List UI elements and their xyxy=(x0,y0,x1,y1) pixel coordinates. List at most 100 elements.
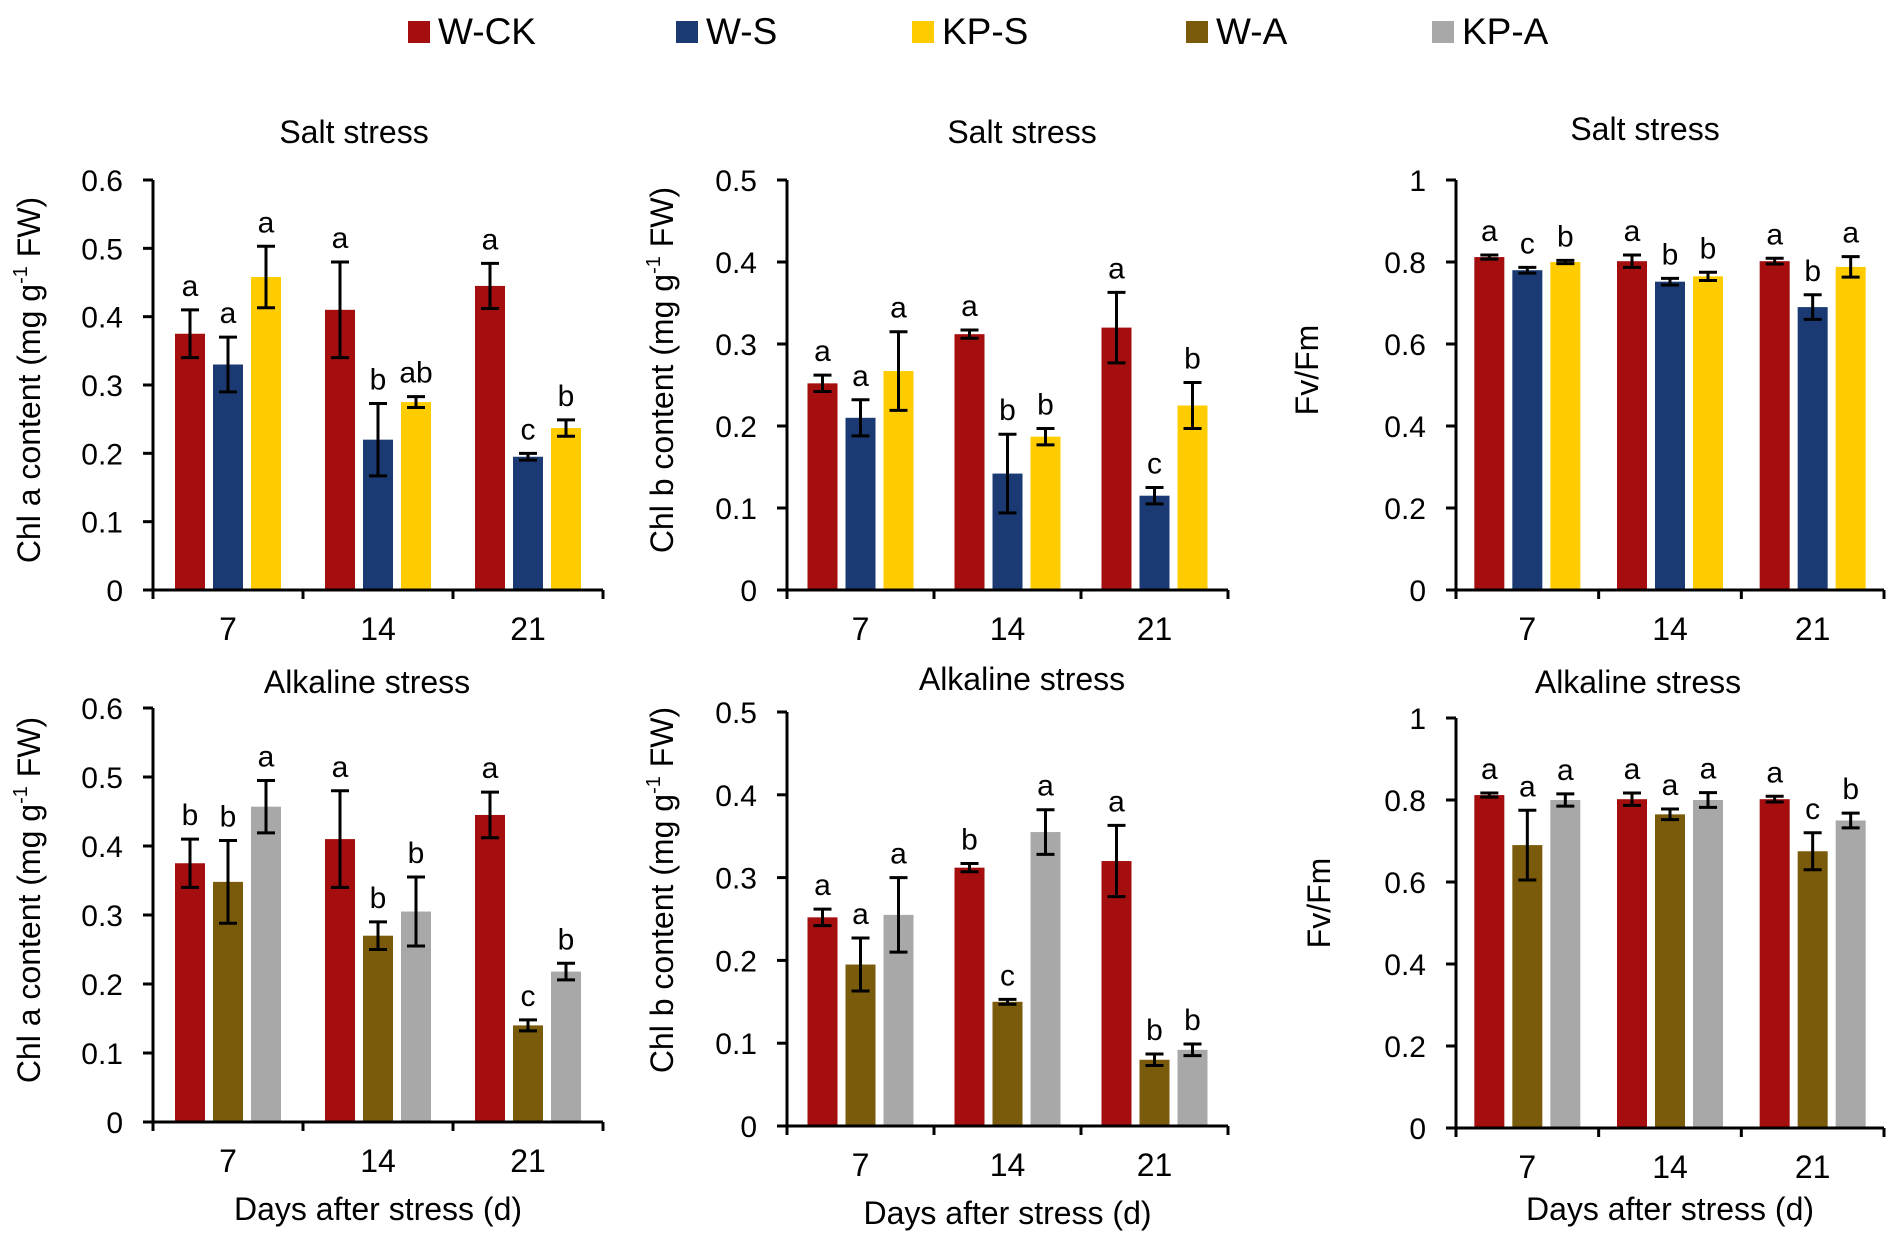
y-tick-label: 0.6 xyxy=(81,693,123,726)
bar-kp-a xyxy=(251,806,281,1122)
significance-letter: a xyxy=(1557,754,1574,787)
bar-w-ck xyxy=(475,285,505,590)
significance-letter: b xyxy=(558,923,575,956)
legend-label-kp-s: KP-S xyxy=(942,11,1029,52)
y-axis-label: Fv/Fm xyxy=(1301,858,1337,949)
significance-letter: a xyxy=(1766,756,1783,789)
y-tick-label: 0.3 xyxy=(81,370,123,403)
bar-kp-s xyxy=(551,428,581,590)
significance-letter: b xyxy=(1557,220,1574,253)
significance-letter: ab xyxy=(399,357,432,390)
legend-swatch-kp-s xyxy=(912,21,934,43)
y-tick-label: 0.2 xyxy=(1384,493,1426,526)
chart-panel-1: Salt stress 0 0.1 0.2 0.3 0.4 0.5 0.6 Chl a cont… xyxy=(10,114,605,647)
y-tick-label: 0.4 xyxy=(1384,411,1426,444)
chart-panel-5: Alkaline stress 0 0.1 0.2 0.3 0.4 0.5 Chl b con… xyxy=(643,661,1230,1231)
legend: W-CK W-S KP-S W-A KP-A xyxy=(0,0,1890,56)
y-axis-label: Chl a content (mg g-1 FW) xyxy=(10,197,47,563)
legend-item-kp-a: KP-A xyxy=(1432,12,1548,52)
significance-letter: b xyxy=(182,799,199,832)
x-tick-label: 21 xyxy=(1795,1149,1831,1185)
significance-letter: a xyxy=(814,869,831,902)
y-tick-label: 0.6 xyxy=(1384,867,1426,900)
x-tick-label: 7 xyxy=(1518,611,1536,647)
y-tick-label: 0 xyxy=(740,575,757,608)
y-tick-label: 1 xyxy=(1409,165,1426,198)
bar-kp-s xyxy=(251,277,281,590)
x-tick-label: 7 xyxy=(852,611,870,647)
x-tick-label: 7 xyxy=(852,1147,870,1183)
bar-w-ck xyxy=(954,867,985,1126)
y-tick-label: 0 xyxy=(106,575,123,608)
significance-letter: a xyxy=(1842,217,1859,250)
significance-letter: a xyxy=(890,292,907,325)
bar-w-s xyxy=(1139,495,1170,590)
x-tick-label: 21 xyxy=(510,1143,546,1179)
x-tick-label: 21 xyxy=(1795,611,1831,647)
x-tick-label: 14 xyxy=(990,611,1026,647)
y-tick-label: 0.1 xyxy=(715,493,757,526)
y-tick-label: 0 xyxy=(106,1107,123,1140)
legend-item-w-ck: W-CK xyxy=(408,12,536,52)
bar-w-ck xyxy=(807,383,838,590)
chart-title: Alkaline stress xyxy=(919,661,1125,697)
legend-item-w-a: W-A xyxy=(1186,12,1287,52)
significance-letter: c xyxy=(1520,227,1535,260)
x-axis-label: Days after stress (d) xyxy=(863,1195,1151,1231)
y-tick-label: 0.6 xyxy=(81,165,123,198)
bar-w-s xyxy=(1797,307,1828,590)
significance-letter: a xyxy=(961,290,978,323)
y-tick-label: 0.3 xyxy=(715,863,757,896)
y-tick-label: 0.4 xyxy=(715,780,757,813)
chart-panel-2: Salt stress 0 0.1 0.2 0.3 0.4 0.5 Chl b content… xyxy=(643,114,1230,647)
significance-letter: a xyxy=(1481,215,1498,248)
bar-w-ck xyxy=(954,334,985,590)
significance-letter: b xyxy=(370,882,387,915)
bar-kp-s xyxy=(1030,436,1061,590)
bar-w-ck xyxy=(1759,261,1790,590)
bar-kp-a xyxy=(1177,1049,1208,1126)
significance-letter: c xyxy=(521,413,536,446)
x-tick-label: 14 xyxy=(360,611,396,647)
chart-title: Alkaline stress xyxy=(1535,664,1741,700)
significance-letter: a xyxy=(332,751,349,784)
significance-letter: b xyxy=(999,394,1016,427)
legend-swatch-kp-a xyxy=(1432,21,1454,43)
significance-letter: b xyxy=(1146,1014,1163,1047)
bar-kp-s xyxy=(1550,262,1581,590)
x-tick-label: 14 xyxy=(990,1147,1026,1183)
chart-title: Salt stress xyxy=(947,114,1096,150)
bar-w-ck xyxy=(807,917,838,1126)
bar-kp-a xyxy=(1550,800,1581,1128)
significance-letter: a xyxy=(258,206,275,239)
significance-letter: a xyxy=(332,222,349,255)
y-tick-label: 0.1 xyxy=(81,507,123,540)
y-tick-label: 0.2 xyxy=(81,438,123,471)
legend-label-w-s: W-S xyxy=(706,11,778,52)
y-tick-label: 0.4 xyxy=(81,831,123,864)
bar-w-s xyxy=(513,456,543,590)
legend-swatch-w-ck xyxy=(408,21,430,43)
significance-letter: a xyxy=(258,740,275,773)
significance-letter: b xyxy=(1662,238,1679,271)
significance-letter: a xyxy=(1108,785,1125,818)
significance-letter: c xyxy=(1000,959,1015,992)
x-tick-label: 21 xyxy=(510,611,546,647)
significance-letter: a xyxy=(1624,753,1641,786)
significance-letter: b xyxy=(220,800,237,833)
y-axis-label: Chl b content (mg g-1 FW) xyxy=(643,707,680,1073)
significance-letter: a xyxy=(220,297,237,330)
y-tick-label: 0.5 xyxy=(715,165,757,198)
significance-letter: b xyxy=(1184,1004,1201,1037)
bar-kp-s xyxy=(1835,266,1866,590)
x-axis-label: Days after stress (d) xyxy=(234,1191,522,1227)
significance-letter: a xyxy=(1624,215,1641,248)
bar-kp-s xyxy=(1177,405,1208,590)
significance-letter: a xyxy=(482,752,499,785)
chart-title: Salt stress xyxy=(279,114,428,150)
legend-swatch-w-a xyxy=(1186,21,1208,43)
bar-w-ck xyxy=(175,863,205,1122)
bar-kp-a xyxy=(1693,800,1723,1128)
bar-w-ck xyxy=(175,333,205,590)
significance-letter: b xyxy=(408,837,425,870)
